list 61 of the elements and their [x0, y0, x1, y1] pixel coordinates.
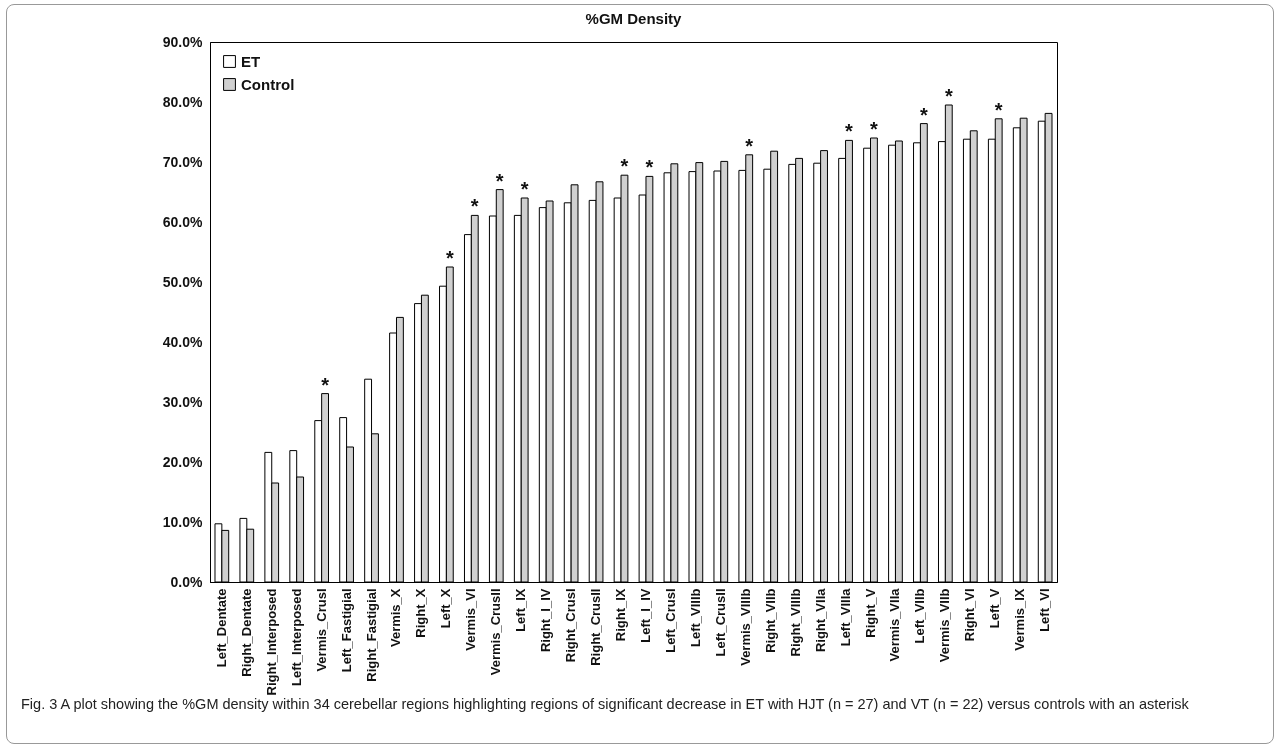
x-tick-label: Left_I_IV: [637, 588, 653, 643]
annotation: *: [745, 134, 754, 157]
annotation: *: [470, 195, 479, 218]
x-tick-label: Right_VI: [962, 588, 978, 642]
caption: Fig. 3 A plot showing the %GM density within 34 cerebellar regions highlighting regions of significant decrease in ET with HJT (n = 27) and VT (n = 22) versus controls with an asterisk: [21, 695, 1190, 714]
x-tick-label: Right_VIIb: [762, 588, 778, 653]
annotation: *: [645, 156, 654, 179]
x-tick-label: Right_Interposed: [263, 588, 279, 696]
chart-title: %GM Density: [585, 10, 683, 27]
x-tick-label: Left_VI: [1037, 588, 1053, 632]
x-tick-label: Vermis_IX: [1012, 588, 1028, 651]
x-tick-label: Left_Dentate: [213, 588, 229, 668]
x-tick-label: Right_Fastigial: [363, 588, 379, 682]
y-tick-label: 80.0%: [162, 93, 204, 110]
y-tick-label: 0.0%: [170, 573, 204, 590]
x-tick-label: Vermis_VIIIb: [737, 588, 753, 666]
x-tick-label: Left_VIIIa: [837, 587, 853, 647]
x-tick-label: Right_X: [413, 588, 429, 638]
y-tick-label: 60.0%: [162, 213, 204, 230]
annotation: *: [994, 98, 1003, 121]
legend-label: Control: [241, 75, 295, 93]
x-tick-label: Vermis_X: [388, 588, 404, 648]
annotation: *: [620, 155, 629, 178]
y-tick-label: 70.0%: [162, 153, 204, 170]
x-tick-label: Right_CrusII: [588, 588, 604, 666]
x-tick-label: Vermis_VIIa: [887, 587, 903, 662]
x-tick-label: Left_IX: [513, 588, 529, 632]
x-tick-label: Left_Fastigial: [338, 588, 354, 673]
y-tick-label: 30.0%: [162, 393, 204, 410]
x-tick-label: Left_VIIIb: [687, 588, 703, 648]
x-tick-label: Right_Dentate: [238, 588, 254, 677]
x-tick-label: Right_VIIa: [812, 587, 828, 653]
y-tick-label: 50.0%: [162, 273, 204, 290]
x-tick-label: Right_CrusI: [563, 588, 579, 663]
x-tick-label: Vermis_VIIb: [937, 588, 953, 663]
x-tick-label: Left_VIIb: [912, 588, 928, 644]
x-tick-label: Right_VIIIb: [787, 588, 803, 657]
y-tick-label: 20.0%: [162, 453, 204, 470]
annotation: *: [845, 120, 854, 143]
x-tick-label: Vermis_CrusII: [488, 588, 504, 676]
y-tick-label: 40.0%: [162, 333, 204, 350]
legend-label: ET: [241, 52, 261, 70]
x-tick-label: Vermis_VI: [463, 588, 479, 651]
x-tick-label: Left_V: [987, 588, 1003, 629]
x-tick-label: Right_IX: [613, 588, 629, 642]
annotation: *: [445, 247, 454, 269]
y-tick-label: 90.0%: [162, 33, 204, 50]
annotation: *: [919, 103, 928, 126]
x-tick-label: Vermis_CrusI: [313, 588, 329, 672]
annotation: *: [520, 178, 529, 200]
annotation: *: [944, 85, 953, 107]
x-tick-label: Left_X: [438, 588, 454, 629]
x-tick-label: Right_V: [862, 588, 878, 638]
x-tick-label: Left_Interposed: [288, 588, 304, 687]
y-tick-label: 10.0%: [162, 513, 204, 530]
x-tick-label: Left_CrusII: [712, 588, 728, 657]
x-tick-label: Right_I_IV: [538, 588, 554, 653]
x-tick-label: Left_CrusI: [662, 588, 678, 653]
annotation: *: [870, 118, 879, 140]
annotation: *: [321, 373, 330, 396]
annotation: *: [495, 169, 504, 192]
